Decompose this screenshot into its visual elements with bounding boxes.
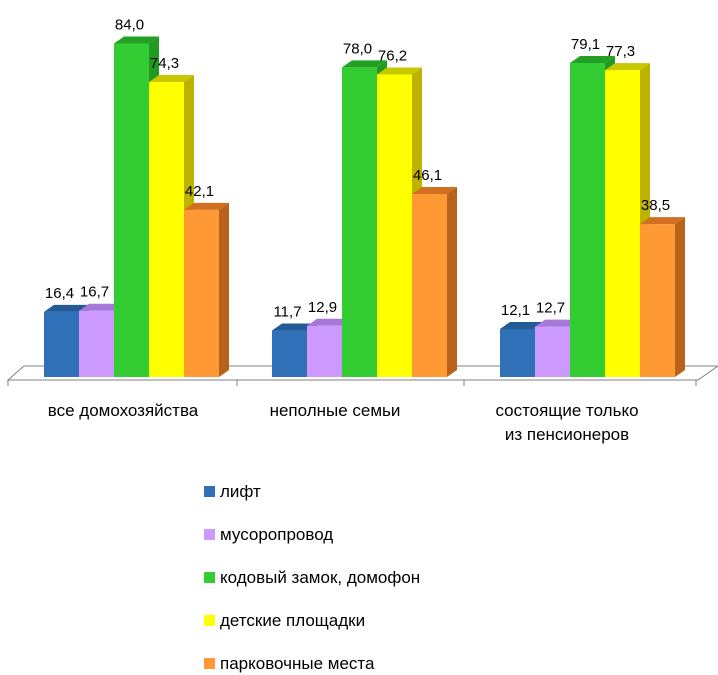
bar <box>44 311 79 377</box>
bar-top <box>535 319 580 327</box>
bar-top <box>500 321 545 329</box>
bar <box>149 82 184 378</box>
data-label: 79,1 <box>571 36 600 53</box>
legend-swatch <box>204 572 215 583</box>
bar-top <box>640 217 685 225</box>
x-tick-label: все домохозяйства <box>48 401 199 420</box>
bar <box>570 62 605 378</box>
bar <box>377 74 412 378</box>
bar-side <box>675 217 685 377</box>
bar-top <box>412 186 457 194</box>
legend-swatch <box>204 615 215 626</box>
data-label: 16,7 <box>80 284 109 301</box>
bar-top <box>342 60 387 68</box>
data-label: 16,4 <box>45 285 74 302</box>
bar <box>79 310 114 377</box>
legend-label: мусоропровод <box>220 525 333 544</box>
data-label: 74,3 <box>150 55 179 72</box>
data-label: 42,1 <box>185 183 214 200</box>
bar <box>342 67 377 377</box>
bar-top <box>114 36 159 44</box>
bar-top <box>605 63 650 71</box>
bar <box>272 330 307 377</box>
bar <box>412 193 447 377</box>
legend-swatch <box>204 486 215 497</box>
bar-side <box>447 186 457 377</box>
bar-top <box>377 67 422 75</box>
legend-swatch <box>204 529 215 540</box>
bar-top <box>307 318 352 326</box>
legend-label: парковочные места <box>220 654 375 673</box>
bar <box>184 209 219 377</box>
data-label: 11,7 <box>273 304 301 321</box>
data-label: 84,0 <box>115 17 144 34</box>
data-label: 12,7 <box>536 300 565 317</box>
bar <box>307 325 342 377</box>
bar-side <box>219 202 229 377</box>
data-label: 77,3 <box>606 43 635 60</box>
bar <box>500 328 535 377</box>
bar-top <box>184 202 229 210</box>
data-label: 46,1 <box>413 167 442 184</box>
data-label: 38,5 <box>641 197 670 214</box>
legend-swatch <box>204 658 215 669</box>
bar-top <box>570 55 615 63</box>
bar-top <box>44 304 89 312</box>
data-label: 12,9 <box>308 299 337 316</box>
bar-top <box>79 303 124 311</box>
x-tick-label: состоящие только <box>495 401 638 420</box>
bar-top <box>272 323 317 331</box>
x-tick-label: неполные семьи <box>270 401 401 420</box>
legend-label: кодовый замок, домофон <box>220 568 420 587</box>
bar <box>605 70 640 377</box>
bar <box>535 326 570 377</box>
bar <box>640 224 675 377</box>
legend-label: детские площадки <box>220 611 365 630</box>
data-label: 12,1 <box>501 302 530 319</box>
data-label: 76,2 <box>378 47 407 64</box>
bar-top <box>149 75 194 83</box>
x-tick-label: из пенсионеров <box>505 425 629 444</box>
legend-label: лифт <box>220 482 261 501</box>
bar <box>114 43 149 378</box>
data-label: 78,0 <box>343 40 372 57</box>
